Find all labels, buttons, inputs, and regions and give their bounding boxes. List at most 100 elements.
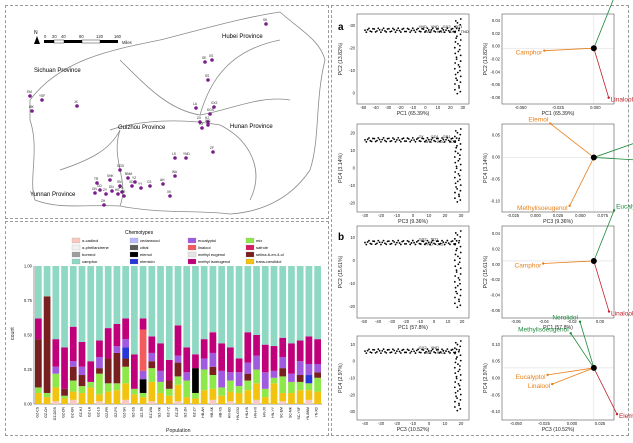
pca-score-point xyxy=(397,348,400,351)
pca-score-point xyxy=(366,241,369,243)
pca-sample-label: AH1 xyxy=(425,139,434,144)
map-site-label: YND xyxy=(183,152,190,156)
pca-loading-arrow xyxy=(543,260,594,264)
pca-xlabel: PC3 (10.52%) xyxy=(397,427,430,433)
pca-xtick: 0.025 xyxy=(553,213,564,218)
pca-score-point xyxy=(459,379,462,382)
pca-xtick: -30 xyxy=(362,213,369,218)
pca-score-point xyxy=(403,140,406,143)
map-site-marker xyxy=(173,174,177,178)
pca-xtick: -30 xyxy=(385,105,392,110)
map-site-marker xyxy=(133,180,137,184)
pca-score-point xyxy=(459,359,462,362)
pca-score-point xyxy=(458,48,461,51)
pca-score-point xyxy=(405,351,408,354)
pca-ytick: -20 xyxy=(349,45,356,50)
map-site-marker xyxy=(194,106,198,110)
pca-xlabel: PC1 (57.8%) xyxy=(543,325,573,331)
pca-xtick: -0.050 xyxy=(510,421,523,426)
pca-score-point xyxy=(455,271,458,273)
pca-ytick: 0.04 xyxy=(492,231,501,236)
pca-score-point xyxy=(397,239,400,242)
map-site-label: LA xyxy=(193,102,198,106)
pca-score-point xyxy=(397,27,400,30)
pca-score-point xyxy=(390,30,393,33)
map-site-marker xyxy=(161,182,165,186)
pca-score-point xyxy=(455,249,458,252)
pca-score-point xyxy=(377,348,380,351)
pca-score-point xyxy=(458,174,461,177)
pca-score-point xyxy=(366,349,369,352)
pca-score-point xyxy=(454,265,457,268)
map-site-label: GD xyxy=(97,184,102,188)
pca-score-point xyxy=(456,306,459,309)
pca-score-point xyxy=(398,242,401,244)
pca-score-point xyxy=(455,77,457,80)
pca-score-point xyxy=(449,243,451,246)
pca-score-point xyxy=(459,304,462,307)
pca-loading-label: Camphor xyxy=(516,50,544,57)
pca-score-point xyxy=(376,242,378,245)
pca-score-point xyxy=(413,29,416,32)
pca-score-point xyxy=(443,352,446,355)
pca-score-point xyxy=(459,288,462,291)
pca-sample-label: GX2 xyxy=(419,345,428,350)
pca-score-point xyxy=(376,139,378,142)
pca-score-point xyxy=(451,240,454,242)
map-site-marker xyxy=(211,150,215,154)
pca-ytick: -0.04 xyxy=(490,293,500,298)
pca-score-point xyxy=(457,363,459,366)
pca-score-point xyxy=(458,298,460,301)
pca-loading-label: Linalool xyxy=(528,383,551,390)
pca-score-point xyxy=(459,399,462,401)
pca-score-point xyxy=(413,350,416,353)
pca-ytick: 0.05 xyxy=(492,133,501,138)
pca-score-point xyxy=(399,243,402,246)
pca-sample-label: SD2 xyxy=(437,350,446,355)
pca-score-point xyxy=(411,136,414,139)
pca-ytick: 0 xyxy=(353,166,356,171)
pca-loading-arrow xyxy=(550,123,595,158)
pca-score-point xyxy=(410,242,413,244)
pca-score-point xyxy=(391,239,394,242)
pca-score-point xyxy=(376,351,378,353)
scale-tick-80: 80 xyxy=(79,34,84,39)
pca-xtick: -40 xyxy=(375,319,382,324)
pca-loading-label: Linalool xyxy=(611,311,633,318)
pca-score-point xyxy=(393,28,396,31)
pca-score-point xyxy=(454,232,457,234)
pca-score-point xyxy=(454,341,457,344)
pca-score-point xyxy=(457,370,460,373)
pca-score-point xyxy=(457,159,460,162)
pca-score-point xyxy=(458,65,461,68)
pca-score-point xyxy=(395,29,398,32)
panel-letter-b: b xyxy=(338,232,344,243)
pca-score-point xyxy=(401,138,404,140)
pca-score-point xyxy=(455,377,458,380)
pca-score-point xyxy=(458,349,461,351)
pca-score-point xyxy=(398,29,401,32)
pca-score-point xyxy=(455,375,458,378)
pca-score-point xyxy=(459,407,462,410)
pca-score-point xyxy=(453,386,456,389)
pca-score-point xyxy=(419,140,422,143)
pca-score-point xyxy=(431,137,434,139)
province-hunan: Hunan Province xyxy=(230,124,273,130)
pca-score-point xyxy=(373,348,376,351)
map-site-label: WG xyxy=(205,119,211,123)
pca-xtick: -20 xyxy=(403,319,410,324)
pca-score-point xyxy=(446,348,449,351)
pca-score-point xyxy=(457,255,459,258)
pca-ylabel: PC2 (13.82%) xyxy=(483,42,489,75)
pca-score-point xyxy=(372,27,374,30)
pca-score-point xyxy=(377,27,380,30)
pca-score-point xyxy=(435,28,438,30)
map-site-marker xyxy=(116,192,120,196)
pca-score-point xyxy=(457,29,460,32)
province-yunnan: Yunnan Province xyxy=(30,192,76,198)
pca-score-point xyxy=(409,140,412,143)
pca-score-point xyxy=(459,393,462,396)
map-site-label: ZF xyxy=(210,146,214,150)
pca-loading-arrow xyxy=(593,260,610,312)
pca-score-point xyxy=(399,31,402,33)
